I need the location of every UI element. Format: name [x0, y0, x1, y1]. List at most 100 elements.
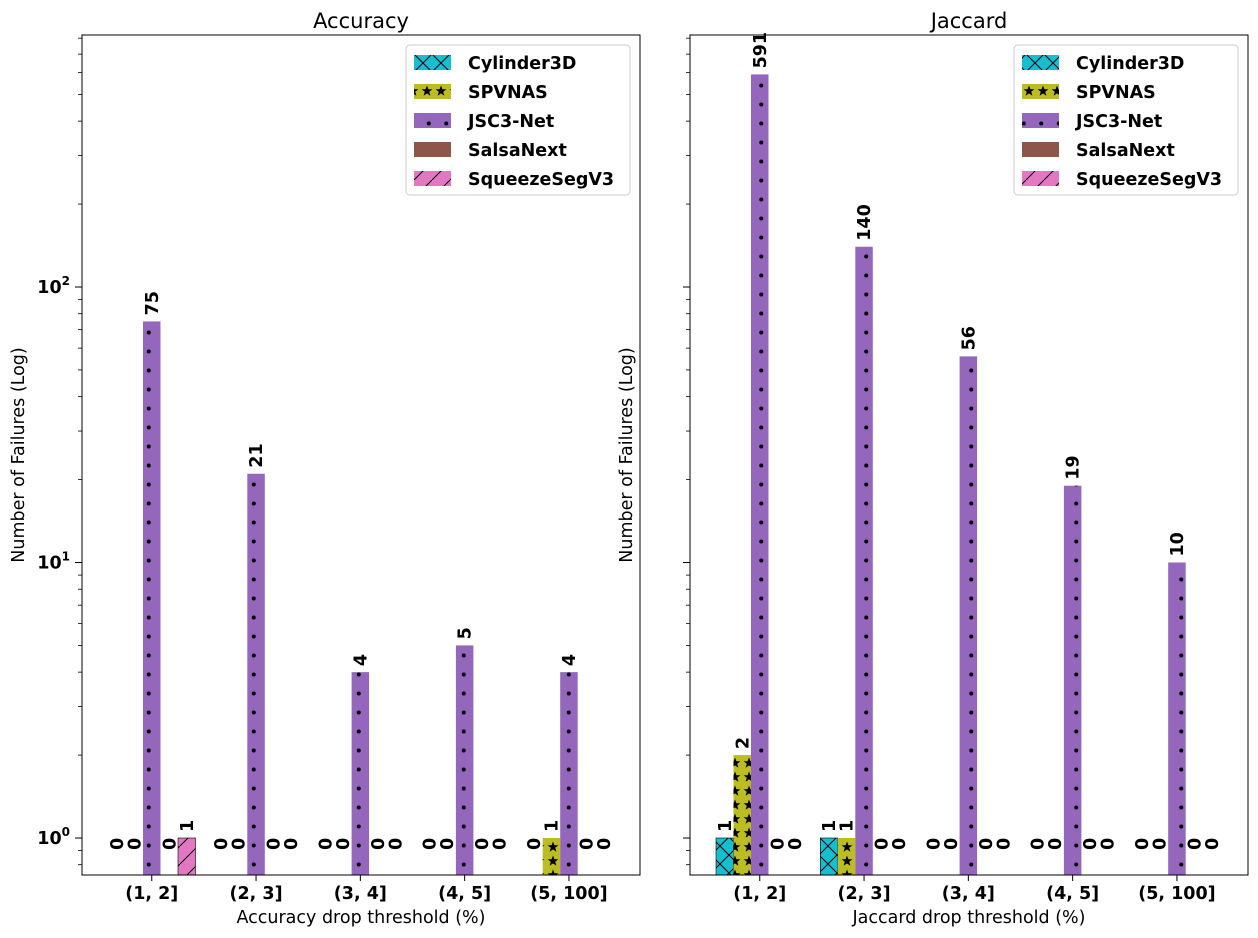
- bar-hatch: [837, 838, 856, 875]
- bar-value-label: 0: [1029, 838, 1049, 850]
- legend-entry-label: SPVNAS: [1076, 83, 1156, 103]
- bar-value-label: 5: [456, 627, 476, 639]
- bar-value-label: 0: [473, 838, 493, 850]
- bar-hatch: [1063, 485, 1082, 875]
- legend: [405, 44, 631, 196]
- legend-entry-label: SalsaNext: [468, 141, 567, 161]
- bar-value-label: 0: [334, 838, 354, 850]
- axes-frame: [81, 34, 641, 876]
- legend-entry-label: SqueezeSegV3: [1076, 170, 1222, 190]
- bar-value-label: 21: [247, 443, 267, 467]
- bar-value-label: 0: [282, 838, 302, 850]
- bar-value-label: 0: [160, 838, 180, 850]
- bar-hatch: [733, 755, 751, 875]
- bar-value-label: 0: [1099, 838, 1119, 850]
- x-tick-label: (4, 5]: [438, 884, 491, 904]
- x-tick-label: (3, 4]: [942, 884, 995, 904]
- bar-hatch: [455, 645, 474, 875]
- y-tick-label: 102: [37, 274, 70, 298]
- chart-title: Jaccard: [929, 9, 1008, 33]
- legend-entry-label: SqueezeSegV3: [468, 170, 614, 190]
- bar-value-label: 0: [890, 838, 910, 850]
- bar-value-label: 591: [751, 32, 771, 69]
- legend-swatch-hatch: [1022, 55, 1059, 70]
- legend-entry-label: JSC3-Net: [467, 112, 554, 132]
- bar-value-label: 10: [1168, 532, 1188, 556]
- x-tick-label: (2, 3]: [838, 884, 891, 904]
- x-tick-label: (5, 100]: [530, 884, 607, 904]
- legend-swatch-hatch: [1022, 113, 1059, 128]
- bar-hatch: [959, 356, 978, 875]
- legend-entry-label: SalsaNext: [1076, 141, 1175, 161]
- legend-entry-label: SPVNAS: [468, 83, 548, 103]
- y-axis-label: Number of Failures (Log): [617, 347, 637, 562]
- bar-value-label: 56: [959, 326, 979, 350]
- legend-swatch-hatch: [1022, 171, 1059, 186]
- bar-hatch: [855, 246, 873, 876]
- legend-entry-label: Cylinder3D: [1076, 54, 1184, 74]
- x-tick-label: (1, 2]: [733, 884, 786, 904]
- bar-hatch: [1168, 562, 1186, 875]
- legend-swatch-hatch: [414, 84, 451, 99]
- bar-value-label: 1: [178, 820, 198, 832]
- bar-hatch: [716, 838, 734, 875]
- bar-value-label: 4: [560, 654, 580, 666]
- x-tick-label: (1, 2]: [125, 884, 178, 904]
- bar-hatch: [247, 473, 265, 875]
- bar-value-label: 0: [873, 838, 893, 850]
- bar-value-label: 140: [855, 204, 875, 241]
- bar-hatch: [820, 838, 838, 875]
- x-tick-label: (3, 4]: [334, 884, 387, 904]
- bar-value-label: 0: [491, 838, 511, 850]
- bar-hatch: [351, 672, 370, 875]
- legend-swatch-hatch: [414, 113, 451, 128]
- y-tick-label: 100: [37, 825, 70, 849]
- legend-swatch-hatch: [414, 171, 451, 186]
- bar-value-label: 19: [1064, 455, 1084, 479]
- x-axis-label: Accuracy drop threshold (%): [236, 908, 485, 928]
- bar-value-label: 0: [1203, 838, 1223, 850]
- bar-value-label: 0: [786, 838, 806, 850]
- x-tick-label: (4, 5]: [1046, 884, 1099, 904]
- bar-value-label: 0: [595, 838, 615, 850]
- bar-value-label: 1: [716, 820, 736, 832]
- bar-value-label: 0: [977, 838, 997, 850]
- bar-hatch: [542, 838, 561, 875]
- bar-value-label: 0: [1081, 838, 1101, 850]
- x-axis-label: Jaccard drop threshold (%): [852, 908, 1086, 928]
- accuracy-panel: Accuracy Accuracy drop threshold (%) Numbe…: [9, 9, 641, 928]
- bar-value-label: 0: [125, 838, 145, 850]
- chart-title: Accuracy: [313, 9, 409, 33]
- bar-value-label: 0: [768, 838, 788, 850]
- bar-value-label: 4: [351, 654, 371, 666]
- bar-value-label: 0: [421, 838, 441, 850]
- jaccard-panel: Jaccard Jaccard drop threshold (%) Number …: [617, 9, 1249, 928]
- legend-swatch: [1022, 142, 1059, 157]
- bar-hatch: [178, 838, 196, 875]
- bar-value-label: 0: [924, 838, 944, 850]
- bar-value-label: 1: [838, 820, 858, 832]
- legend-entry-label: Cylinder3D: [468, 54, 576, 74]
- bar-value-label: 0: [212, 838, 232, 850]
- legend-swatch: [414, 142, 451, 157]
- bar-hatch: [751, 74, 769, 875]
- bar-value-label: 0: [994, 838, 1014, 850]
- bar-value-label: 1: [820, 820, 840, 832]
- bar-value-label: 0: [1150, 838, 1170, 850]
- bar-value-label: 0: [230, 838, 250, 850]
- x-tick-label: (5, 100]: [1138, 884, 1215, 904]
- bar-value-label: 0: [386, 838, 406, 850]
- bar-value-label: 0: [577, 838, 597, 850]
- y-tick-label: 101: [37, 550, 70, 574]
- legend-swatch-hatch: [1022, 84, 1059, 99]
- bar-value-label: 0: [438, 838, 458, 850]
- bar-value-label: 1: [542, 820, 562, 832]
- bar-value-label: 0: [1185, 838, 1205, 850]
- legend: [1013, 44, 1239, 196]
- bar-value-label: 0: [369, 838, 389, 850]
- legend-swatch-hatch: [414, 55, 451, 70]
- bar-value-label: 0: [316, 838, 336, 850]
- legend-entry-label: JSC3-Net: [1075, 112, 1162, 132]
- bar-value-label: 0: [1046, 838, 1066, 850]
